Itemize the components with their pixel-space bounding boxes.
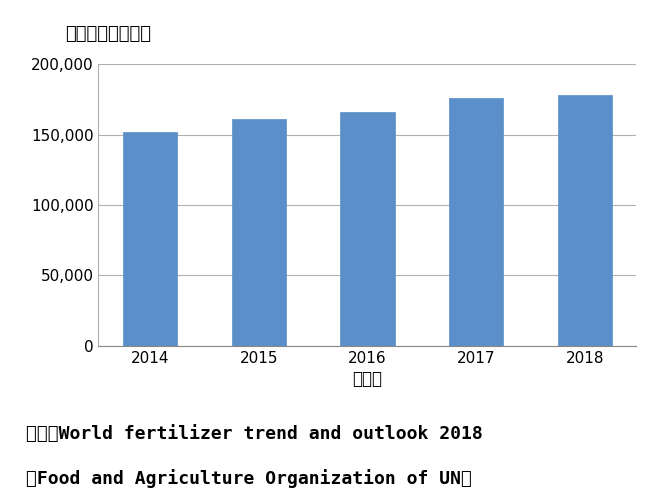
Bar [123, 132, 177, 346]
X-axis label: （年）: （年） [352, 370, 382, 388]
Text: （Food and Agriculture Organization of UN）: （Food and Agriculture Organization of UN… [26, 469, 472, 488]
Bar [449, 98, 503, 346]
Text: 供給量（千トン）: 供給量（千トン） [66, 25, 152, 42]
Bar [340, 112, 394, 346]
Text: 出典：World fertilizer trend and outlook 2018: 出典：World fertilizer trend and outlook 20… [26, 425, 483, 443]
Bar [558, 95, 612, 346]
Bar [232, 119, 286, 346]
